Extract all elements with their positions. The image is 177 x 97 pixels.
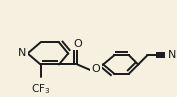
Text: N: N [18,48,26,58]
Text: CF$_3$: CF$_3$ [31,82,50,96]
Text: O: O [91,64,100,74]
Text: N: N [168,50,176,60]
Text: O: O [73,39,82,49]
